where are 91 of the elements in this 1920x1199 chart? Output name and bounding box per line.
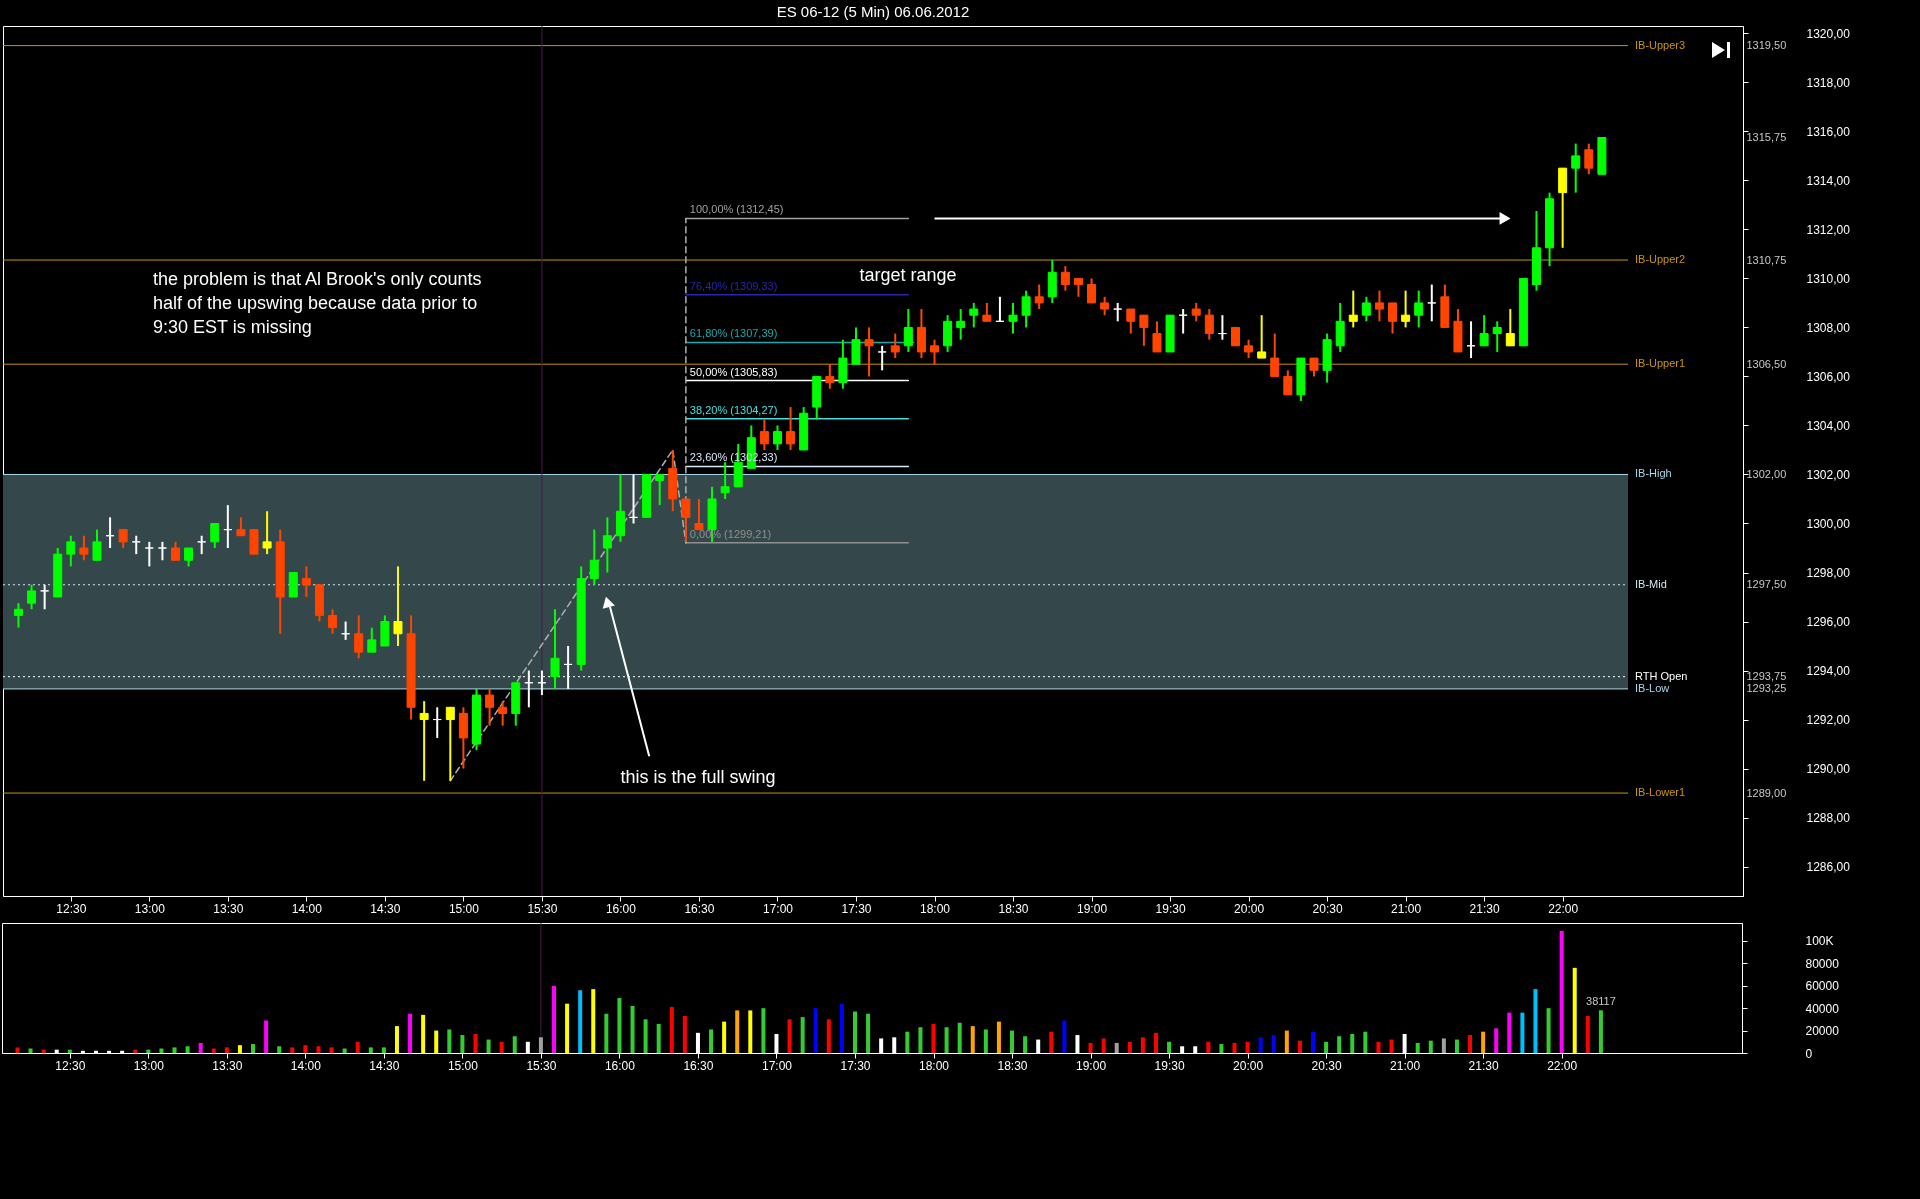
- series-label: 100,00% (1312,45): [689, 203, 784, 216]
- x-tick-label: 14:00: [290, 1058, 322, 1073]
- x-tick-label: 17:00: [761, 1058, 793, 1073]
- x-tick-label: 19:30: [1155, 901, 1186, 916]
- x-tick-label: 16:00: [605, 901, 637, 916]
- ref-line-label: IB-Lower1: [1635, 786, 1686, 799]
- x-tick-label: 20:00: [1233, 1058, 1264, 1073]
- y-tick-label: 1288,00: [1806, 811, 1851, 826]
- y-tick-label: 1302,00: [1806, 467, 1851, 482]
- y-tick-label: 1312,00: [1806, 222, 1851, 237]
- x-tick-label: 20:30: [1312, 901, 1343, 916]
- ref-line-label: IB-Mid: [1635, 577, 1667, 590]
- y-tick-label: 40000: [1805, 1001, 1840, 1016]
- x-tick-label: 21:00: [1390, 1058, 1421, 1073]
- y-tick-label: 1292,00: [1806, 713, 1851, 728]
- y2-tick-label: 1315,75: [1746, 131, 1787, 144]
- chart-title: ES 06-12 (5 Min) 06.06.2012: [776, 2, 970, 20]
- y2-tick-label: 1306,50: [1746, 357, 1787, 370]
- x-tick-label: 15:00: [447, 1058, 479, 1073]
- x-tick-label: 14:30: [369, 1058, 400, 1073]
- x-tick-label: 14:00: [291, 901, 323, 916]
- x-tick-label: 18:30: [998, 901, 1029, 916]
- series-label: 76,40% (1309,33): [689, 279, 778, 292]
- x-tick-label: 16:00: [604, 1058, 636, 1073]
- ref-line-label: IB-Low: [1635, 681, 1670, 694]
- annotation: target range: [859, 265, 957, 285]
- annotation: this is the full swing: [620, 767, 776, 787]
- x-tick-label: 17:00: [762, 901, 794, 916]
- y-tick-label: 1306,00: [1806, 369, 1851, 384]
- x-tick-label: 12:30: [55, 1058, 86, 1073]
- ref-line-label: IB-High: [1635, 467, 1672, 480]
- x-tick-label: 21:30: [1469, 901, 1500, 916]
- x-tick-label: 19:00: [1076, 1058, 1107, 1073]
- x-tick-label: 13:30: [212, 1058, 243, 1073]
- x-tick-label: 18:00: [918, 1058, 950, 1073]
- y2-tick-label: 1302,00: [1746, 467, 1787, 480]
- y-tick-label: 20000: [1805, 1024, 1840, 1039]
- y2-tick-label: 1297,50: [1746, 578, 1787, 591]
- y-tick-label: 60000: [1805, 979, 1840, 994]
- x-tick-label: 16:30: [684, 901, 715, 916]
- y-tick-label: 1290,00: [1806, 762, 1851, 777]
- x-tick-label: 13:00: [133, 1058, 165, 1073]
- annotation: the problem is that Al Brook's only counts half of the upswing because data prior to 9:30 EST is missing: [153, 269, 482, 337]
- y-tick-label: 100K: [1805, 934, 1834, 949]
- y2-tick-label: 1319,50: [1746, 39, 1787, 52]
- y-tick-label: 1286,00: [1806, 860, 1851, 875]
- x-tick-label: 22:00: [1548, 901, 1579, 916]
- series-label: 50,00% (1305,83): [689, 365, 778, 378]
- ref-line-label: IB-Upper2: [1635, 253, 1686, 266]
- x-tick-label: 17:30: [841, 901, 872, 916]
- series-label: 38,20% (1304,27): [689, 403, 778, 416]
- y-tick-label: 1304,00: [1806, 418, 1851, 433]
- x-tick-label: 14:30: [370, 901, 401, 916]
- y2-tick-label: 1293,75: [1746, 670, 1787, 683]
- x-tick-label: 13:30: [213, 901, 244, 916]
- y-tick-label: 1314,00: [1806, 173, 1851, 188]
- x-tick-label: 19:30: [1154, 1058, 1185, 1073]
- y-tick-label: 1294,00: [1806, 664, 1851, 679]
- x-tick-label: 17:30: [840, 1058, 871, 1073]
- x-tick-label: 12:30: [56, 901, 87, 916]
- series-label: 61,80% (1307,39): [689, 327, 778, 340]
- ref-line-label: RTH Open: [1635, 669, 1688, 682]
- x-tick-label: 18:30: [997, 1058, 1028, 1073]
- x-tick-label: 15:30: [527, 901, 558, 916]
- ref-line-label: IB-Upper1: [1635, 357, 1686, 370]
- x-tick-label: 19:00: [1077, 901, 1108, 916]
- y-tick-label: 1300,00: [1806, 516, 1851, 531]
- y2-tick-label: 1293,25: [1746, 682, 1787, 695]
- y-tick-label: 1320,00: [1806, 26, 1851, 41]
- x-tick-label: 21:00: [1391, 901, 1422, 916]
- y-tick-label: 1318,00: [1806, 75, 1851, 90]
- y-tick-label: 1298,00: [1806, 566, 1851, 581]
- y-tick-label: 1316,00: [1806, 124, 1851, 139]
- y-tick-label: 1296,00: [1806, 615, 1851, 630]
- x-tick-label: 15:30: [526, 1058, 557, 1073]
- x-tick-label: 22:00: [1547, 1058, 1578, 1073]
- y-tick-label: 0: [1805, 1046, 1813, 1061]
- x-tick-label: 15:00: [448, 901, 480, 916]
- y2-tick-label: 1289,00: [1746, 786, 1787, 799]
- y-tick-label: 1308,00: [1806, 320, 1851, 335]
- x-tick-label: 13:00: [134, 901, 166, 916]
- y2-tick-label: 1310,75: [1746, 253, 1787, 266]
- x-tick-label: 20:00: [1234, 901, 1265, 916]
- x-tick-label: 21:30: [1468, 1058, 1499, 1073]
- ref-line-label: IB-Upper3: [1635, 38, 1686, 51]
- x-tick-label: 20:30: [1311, 1058, 1342, 1073]
- data-label: 38117: [1586, 995, 1616, 1008]
- y-tick-label: 1310,00: [1806, 271, 1851, 286]
- y-tick-label: 80000: [1805, 956, 1840, 971]
- x-tick-label: 18:00: [919, 901, 951, 916]
- x-tick-label: 16:30: [683, 1058, 714, 1073]
